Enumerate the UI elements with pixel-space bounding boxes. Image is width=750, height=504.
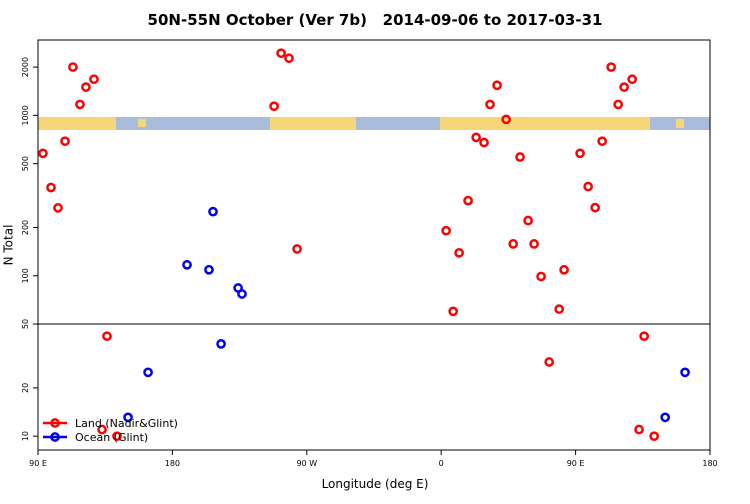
point bbox=[660, 412, 671, 423]
point bbox=[208, 206, 218, 217]
point bbox=[492, 80, 502, 91]
point bbox=[619, 82, 629, 92]
point bbox=[554, 304, 565, 314]
x-tick-label: 90 W bbox=[296, 459, 317, 468]
y-tick-label: 100 bbox=[21, 268, 30, 283]
y-tick-label: 20 bbox=[21, 383, 30, 393]
x-axis-label: Longitude (deg E) bbox=[322, 477, 429, 491]
point bbox=[182, 259, 192, 270]
x-tick-label: 90 E bbox=[29, 459, 47, 468]
legend-label: Ocean (Glint) bbox=[75, 431, 148, 444]
point bbox=[97, 424, 107, 435]
point bbox=[536, 271, 546, 282]
point bbox=[479, 137, 489, 148]
point bbox=[529, 239, 539, 249]
y-tick-label: 2000 bbox=[21, 57, 30, 77]
y-tick-label: 10 bbox=[21, 431, 30, 441]
x-tick-label: 180 bbox=[702, 459, 717, 468]
point bbox=[597, 136, 608, 147]
point bbox=[575, 148, 585, 159]
point bbox=[102, 331, 112, 342]
point bbox=[649, 431, 659, 442]
point bbox=[68, 62, 78, 72]
point bbox=[448, 306, 458, 317]
point bbox=[501, 114, 512, 125]
point bbox=[123, 412, 133, 423]
x-tick-label: 180 bbox=[165, 459, 180, 468]
point bbox=[583, 181, 593, 192]
legend-marker bbox=[50, 418, 60, 428]
point bbox=[606, 62, 616, 72]
point bbox=[237, 289, 247, 299]
point bbox=[559, 264, 569, 275]
point bbox=[515, 152, 525, 162]
x-tick-label: 90 E bbox=[567, 459, 585, 468]
point bbox=[454, 247, 464, 258]
point bbox=[523, 215, 533, 226]
point bbox=[544, 357, 555, 367]
point bbox=[276, 48, 286, 59]
point bbox=[75, 99, 85, 110]
y-tick-label: 1000 bbox=[21, 105, 30, 125]
y-tick-label: 50 bbox=[21, 319, 30, 329]
point bbox=[89, 74, 99, 85]
point bbox=[613, 99, 624, 110]
point bbox=[46, 182, 56, 193]
point bbox=[112, 431, 122, 442]
legend-marker bbox=[50, 432, 60, 442]
point bbox=[216, 339, 226, 349]
point bbox=[680, 367, 690, 378]
point bbox=[508, 239, 519, 249]
plot-frame bbox=[37, 39, 711, 451]
point bbox=[38, 148, 48, 159]
legend-label: Land (Nadir&Glint) bbox=[75, 417, 178, 430]
y-tick-label: 500 bbox=[21, 156, 30, 171]
point bbox=[471, 132, 481, 143]
point bbox=[639, 331, 649, 342]
point bbox=[292, 244, 302, 254]
map-strip bbox=[38, 117, 710, 130]
point bbox=[485, 99, 495, 110]
point bbox=[284, 53, 294, 64]
point bbox=[81, 82, 91, 92]
point bbox=[463, 195, 473, 206]
chart-title: 50N-55N October (Ver 7b) 2014-09-06 to 2… bbox=[148, 11, 603, 29]
point bbox=[143, 367, 153, 378]
point bbox=[634, 424, 644, 435]
point bbox=[590, 202, 601, 213]
point bbox=[53, 203, 63, 213]
point bbox=[627, 74, 638, 85]
point bbox=[269, 101, 279, 112]
y-axis-label: N Total bbox=[2, 225, 16, 266]
point bbox=[441, 225, 451, 236]
x-tick-label: 0 bbox=[439, 459, 444, 468]
y-tick-label: 200 bbox=[21, 220, 30, 235]
point bbox=[60, 136, 70, 147]
point bbox=[204, 264, 214, 275]
